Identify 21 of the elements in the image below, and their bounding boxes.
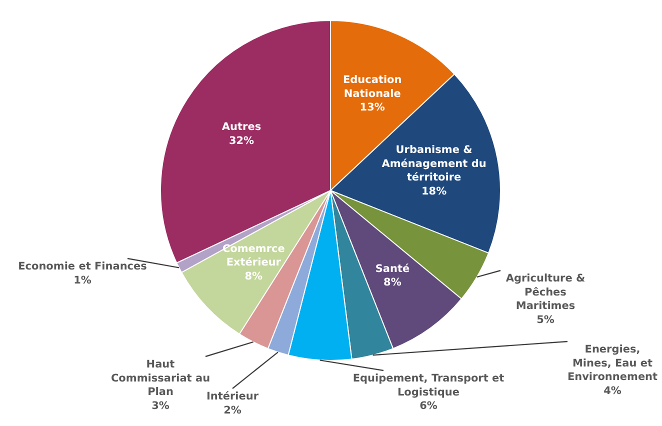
slice-label: Intérieur — [206, 390, 260, 402]
slice-label: Energies, Mines, Eau et Environnement — [567, 344, 658, 384]
slice-label: Agriculture & Pêches Maritimes — [506, 272, 586, 312]
data-label: 5% — [536, 314, 555, 326]
slice-label: Santé — [375, 262, 410, 275]
data-label: 32% — [228, 134, 255, 147]
data-label: 6% — [420, 400, 438, 412]
data-label: 4% — [604, 384, 622, 397]
data-label: 8% — [384, 276, 402, 289]
slice-label: Economie et Finances — [18, 260, 147, 272]
data-label: 1% — [74, 274, 92, 286]
slice-label: Autres — [222, 121, 262, 134]
data-label: 13% — [360, 102, 386, 114]
slice-label: Equipement, Transport et Logistique — [352, 372, 504, 398]
slice-label: Urbanisme & Aménagement du térritoire — [382, 144, 486, 184]
data-label: 18% — [421, 185, 448, 198]
data-label: 8% — [244, 270, 264, 282]
data-label: 2% — [224, 404, 242, 416]
slice-label: Comemrce Extérieur — [222, 242, 285, 269]
slice-label: Education Nationale — [342, 74, 402, 100]
data-label: 3% — [152, 400, 170, 412]
